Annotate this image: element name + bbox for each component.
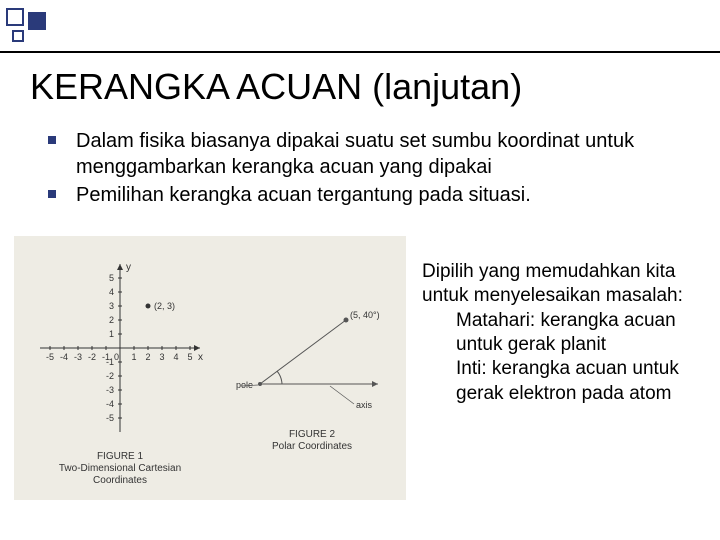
figure-cartesian: y x -5-4-3-2-1123450 -5-4-3-2-112345 (2,… (32, 256, 208, 487)
bullet-icon (48, 190, 56, 198)
figure-polar: (5, 40°) pole axis FIGURE 2 Polar Coordi… (232, 298, 392, 453)
bullet-text: Pemilihan kerangka acuan tergantung pada… (76, 182, 531, 208)
figure2-caption-sub: Polar Coordinates (232, 441, 392, 453)
list-item: Pemilihan kerangka acuan tergantung pada… (48, 182, 688, 208)
svg-text:4: 4 (109, 287, 114, 297)
svg-text:-1: -1 (106, 357, 114, 367)
figure1-caption-title: FIGURE 1 (32, 451, 208, 463)
svg-text:3: 3 (159, 352, 164, 362)
svg-text:3: 3 (109, 301, 114, 311)
right-item: Matahari: kerangka acuan untuk gerak pla… (422, 309, 706, 358)
list-item: Dalam fisika biasanya dipakai suatu set … (48, 128, 688, 180)
svg-text:-2: -2 (88, 352, 96, 362)
svg-text:2: 2 (145, 352, 150, 362)
header-divider (0, 51, 720, 53)
svg-text:4: 4 (173, 352, 178, 362)
polar-diagram-svg: (5, 40°) pole axis (232, 298, 392, 418)
polar-axis-label: axis (356, 400, 373, 410)
svg-text:1: 1 (109, 329, 114, 339)
figure2-caption: FIGURE 2 Polar Coordinates (232, 429, 392, 453)
svg-text:-4: -4 (60, 352, 68, 362)
bullet-list: Dalam fisika biasanya dipakai suatu set … (48, 128, 688, 210)
bullet-text: Dalam fisika biasanya dipakai suatu set … (76, 128, 688, 180)
polar-point-label: (5, 40°) (350, 310, 380, 320)
bullet-icon (48, 136, 56, 144)
svg-text:-5: -5 (106, 413, 114, 423)
svg-text:2: 2 (109, 315, 114, 325)
svg-text:1: 1 (131, 352, 136, 362)
page-title: KERANGKA ACUAN (lanjutan) (30, 66, 522, 108)
svg-text:5: 5 (187, 352, 192, 362)
pole-label: pole (236, 380, 253, 390)
figure1-caption-sub: Two-Dimensional Cartesian Coordinates (32, 463, 208, 487)
svg-text:-3: -3 (106, 385, 114, 395)
figure1-caption: FIGURE 1 Two-Dimensional Cartesian Coord… (32, 451, 208, 487)
cartesian-axes-svg: y x -5-4-3-2-1123450 -5-4-3-2-112345 (2,… (32, 256, 208, 440)
svg-text:(2, 3): (2, 3) (154, 301, 175, 311)
y-axis-label: y (126, 262, 131, 273)
svg-text:5: 5 (109, 273, 114, 283)
right-item: Inti: kerangka acuan untuk gerak elektro… (422, 357, 706, 406)
figures-panel: y x -5-4-3-2-1123450 -5-4-3-2-112345 (2,… (14, 236, 406, 500)
svg-text:-3: -3 (74, 352, 82, 362)
svg-text:-2: -2 (106, 371, 114, 381)
svg-text:-4: -4 (106, 399, 114, 409)
x-axis-label: x (198, 352, 203, 363)
right-text-block: Dipilih yang memudahkan kita untuk menye… (422, 260, 706, 406)
figure2-caption-title: FIGURE 2 (232, 429, 392, 441)
svg-text:-5: -5 (46, 352, 54, 362)
svg-text:0: 0 (114, 352, 119, 362)
right-intro: Dipilih yang memudahkan kita untuk menye… (422, 260, 706, 309)
